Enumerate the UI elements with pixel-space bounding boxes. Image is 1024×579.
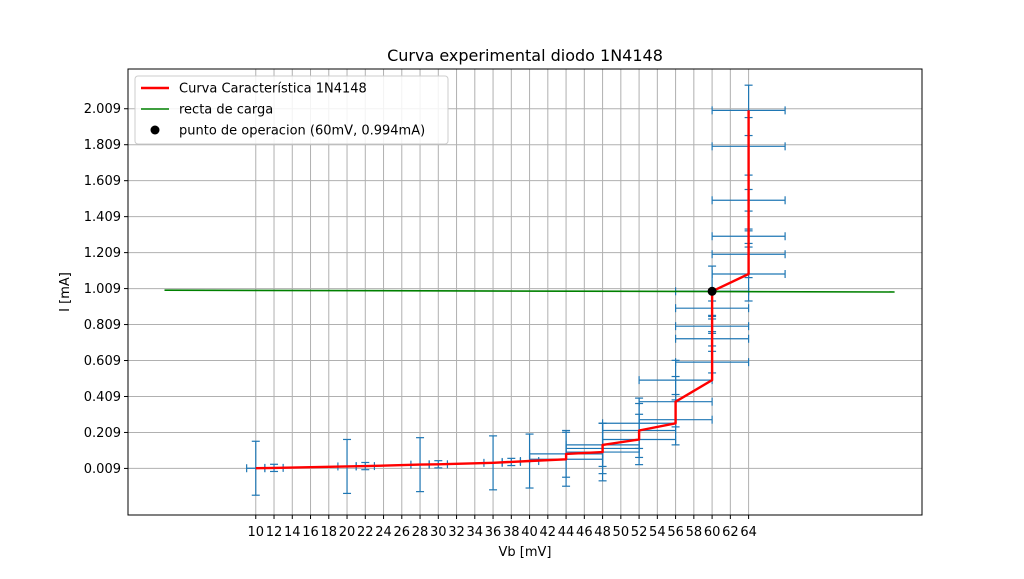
x-tick-label: 26: [394, 525, 411, 540]
x-tick-label: 44: [558, 525, 575, 540]
x-tick-label: 12: [266, 525, 283, 540]
y-tick-label: 1.809: [84, 138, 121, 153]
x-axis-label: Vb [mV]: [499, 545, 552, 560]
legend-entry: recta de carga: [141, 103, 273, 118]
y-tick-label: 0.609: [84, 354, 121, 369]
x-tick-label: 14: [284, 525, 301, 540]
y-tick-label: 1.409: [84, 210, 121, 225]
legend-entry: Curva Característica 1N4148: [141, 82, 367, 97]
y-tick-label: 2.009: [84, 102, 121, 117]
x-tick-label: 30: [430, 525, 447, 540]
plot-frame: [127, 68, 923, 516]
x-tick-label: 56: [667, 525, 684, 540]
x-tick-label: 52: [631, 525, 648, 540]
y-tick-label: 1.009: [84, 282, 121, 297]
y-tick-label: 1.209: [84, 246, 121, 261]
legend-label: recta de carga: [179, 103, 273, 118]
x-tick-label: 28: [412, 525, 429, 540]
x-tick-label: 32: [448, 525, 465, 540]
x-tick-label: 24: [375, 525, 392, 540]
legend-swatch-marker: [150, 125, 160, 135]
x-tick-label: 22: [357, 525, 374, 540]
series-layer: [164, 110, 895, 470]
x-tick-label: 38: [503, 525, 520, 540]
y-tick-label: 0.409: [84, 390, 121, 405]
y-axis: 0.009 0.209 0.409 0.609 0.809 1.009 1.209 1.409…: [84, 102, 128, 477]
x-tick-label: 46: [576, 525, 593, 540]
x-tick-label: 10: [247, 525, 264, 540]
legend-entry: punto de operacion (60mV, 0.994mA): [150, 124, 425, 139]
legend-label: punto de operacion (60mV, 0.994mA): [179, 124, 425, 139]
x-tick-label: 18: [321, 525, 338, 540]
x-tick-label: 36: [485, 525, 502, 540]
x-tick-label: 62: [722, 525, 739, 540]
x-tick-label: 16: [302, 525, 319, 540]
characteristic-curve-line: [255, 110, 750, 470]
y-tick-label: 0.209: [84, 426, 121, 441]
x-axis: 10 12 14 16 18 20 22 24 26 28 30 32 34 36 38 40 42 44 46 48…: [247, 515, 757, 540]
x-tick-label: 20: [339, 525, 356, 540]
x-tick-label: 60: [704, 525, 721, 540]
x-tick-label: 40: [521, 525, 538, 540]
y-tick-label: 0.809: [84, 318, 121, 333]
legend-label: Curva Característica 1N4148: [179, 82, 367, 97]
y-axis-label: I [mA]: [58, 272, 73, 312]
x-tick-label: 34: [467, 525, 484, 540]
x-tick-label: 42: [540, 525, 557, 540]
chart-title: Curva experimental diodo 1N4148: [387, 46, 663, 65]
x-tick-label: 58: [686, 525, 703, 540]
y-tick-label: 1.609: [84, 174, 121, 189]
x-tick-label: 64: [740, 525, 757, 540]
x-tick-label: 54: [649, 525, 666, 540]
y-tick-label: 0.009: [84, 462, 121, 477]
operating-point-marker: [707, 286, 717, 296]
error-bar: [638, 359, 713, 401]
x-tick-label: 48: [594, 525, 611, 540]
legend: Curva Característica 1N4148 recta de carg…: [134, 75, 449, 145]
load-line: [164, 289, 895, 293]
legend-box: [134, 75, 449, 145]
x-tick-label: 50: [613, 525, 630, 540]
